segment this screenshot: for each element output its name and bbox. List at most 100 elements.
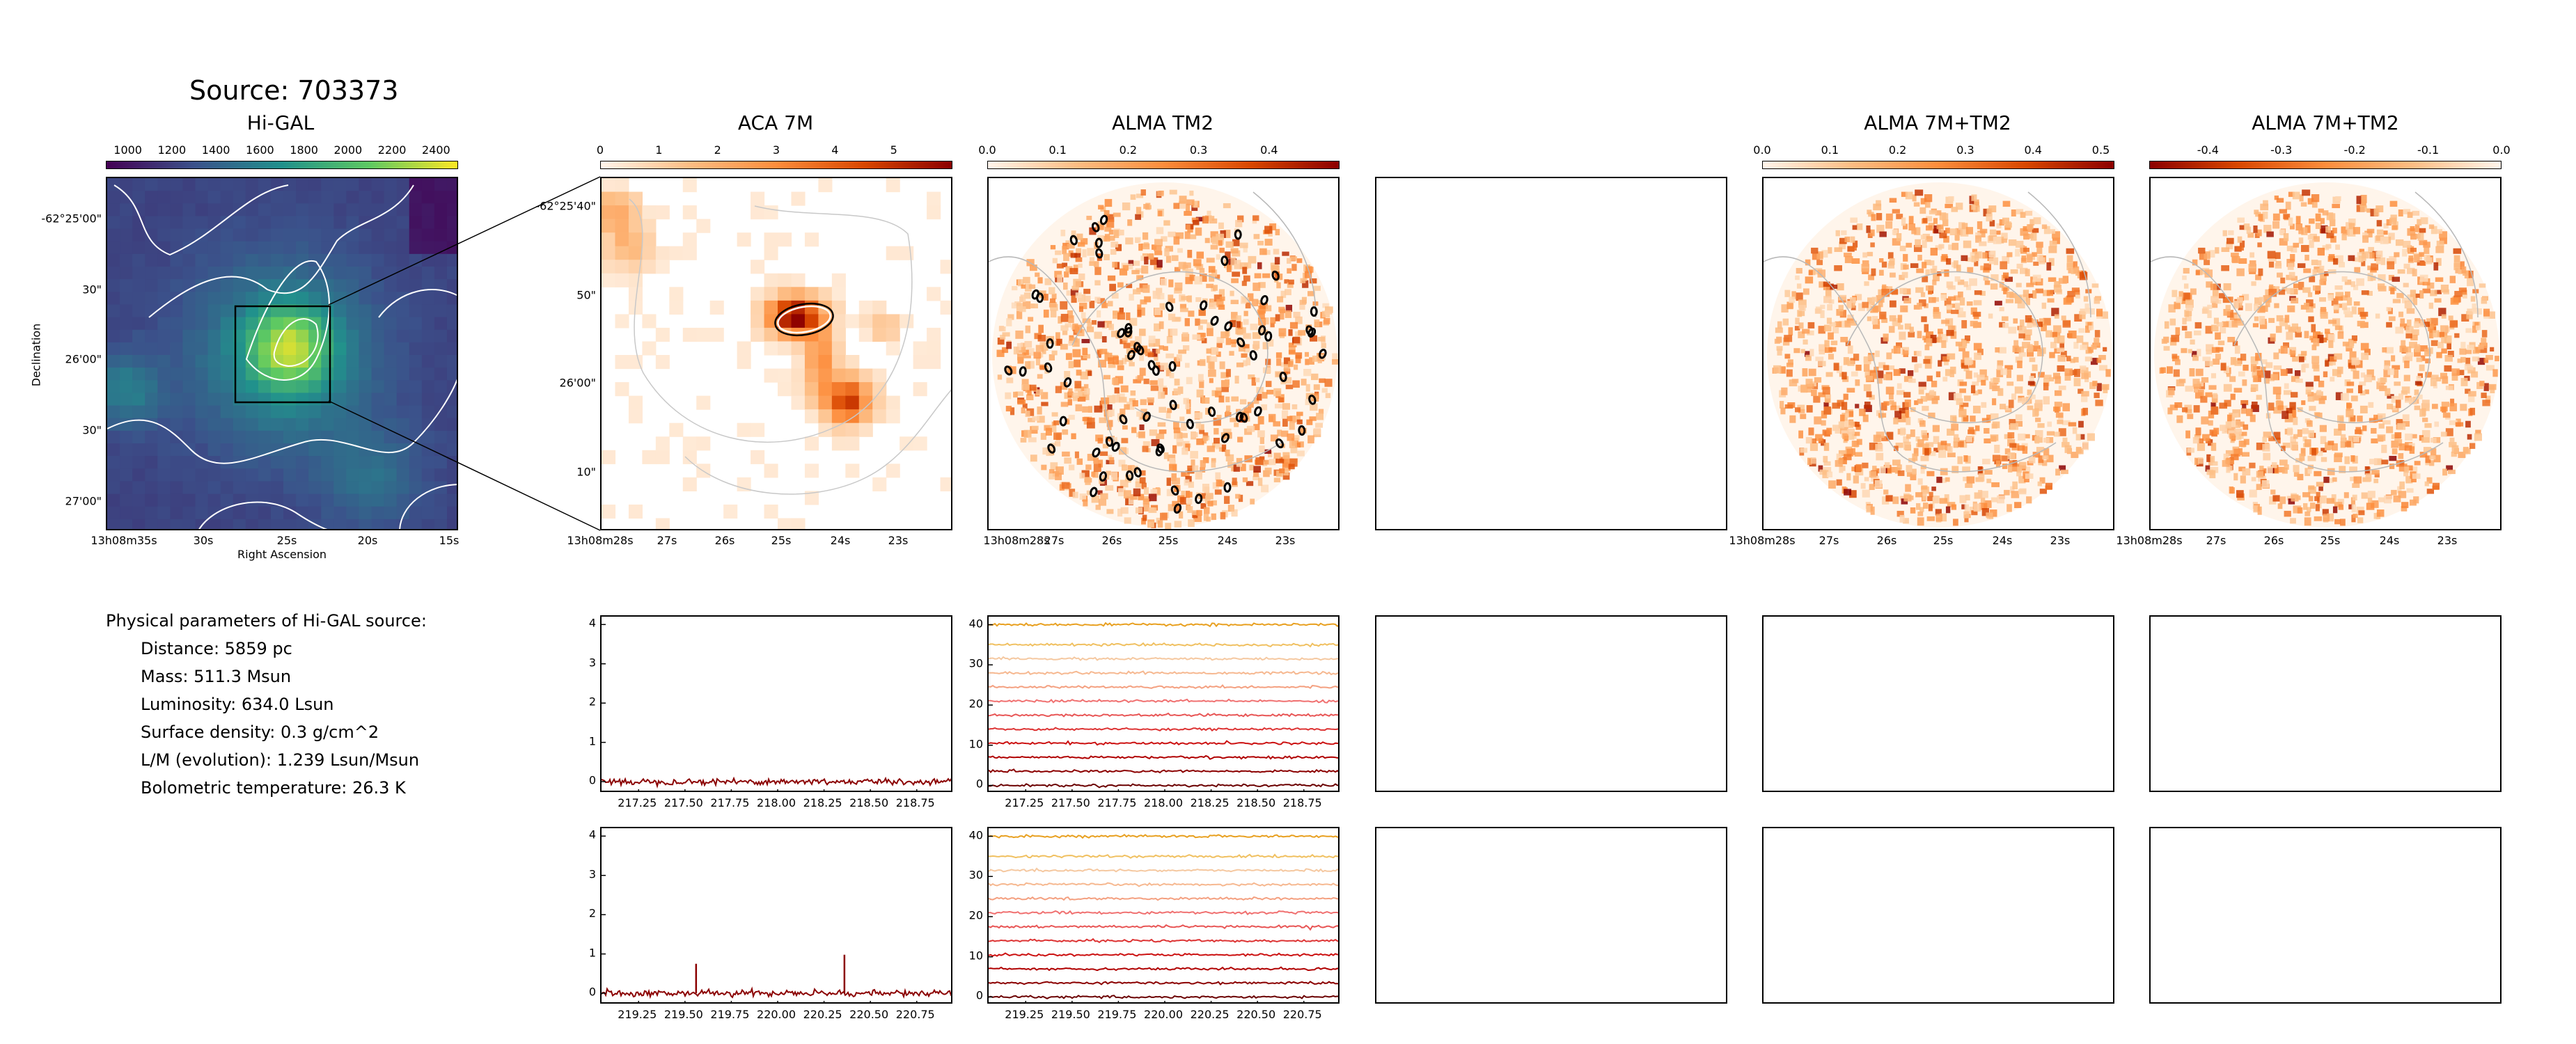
combo-pos-noise [1941, 254, 1948, 260]
combo-neg-noise [2258, 214, 2263, 221]
higal-pixel [346, 191, 360, 204]
combo-pos-noise [2034, 429, 2043, 438]
higal-pixel [283, 216, 297, 230]
higal-pixel [270, 191, 284, 204]
combo-neg-noise [2326, 498, 2335, 504]
combo-neg-noise [2291, 323, 2299, 330]
combo-neg-noise [2251, 477, 2256, 482]
combo-pos-noise [1926, 470, 1935, 477]
aca7m-pixel [818, 287, 833, 301]
combo-pos-noise [1878, 370, 1884, 379]
spec-tm2-2-svg [989, 834, 1338, 1002]
higal-pixel [182, 380, 196, 394]
combo-pos-noise [2043, 226, 2050, 235]
x-tick-higal: 13h08m35s [91, 534, 157, 547]
higal-pixel [308, 481, 322, 495]
aca7m-pixel [764, 368, 778, 383]
tm2-noise [1089, 261, 1096, 267]
tm2-noise [1035, 357, 1041, 365]
combo-neg-noise [2182, 317, 2187, 325]
higal-pixel [346, 367, 360, 381]
tm2-noise [1225, 241, 1234, 248]
tm2-noise [1184, 479, 1190, 486]
tm2-noise [1098, 498, 1107, 506]
combo-neg-noise [2184, 404, 2192, 412]
higal-pixel [132, 430, 146, 444]
higal-pixel [421, 506, 435, 520]
tm2-noise [1155, 349, 1161, 354]
combo-pos-noise [1885, 495, 1893, 502]
param-bolometric-temperature: Bolometric temperature: 26.3 K [141, 778, 406, 798]
higal-pixel [120, 292, 133, 306]
combo-neg-noise [2316, 451, 2323, 457]
tm2-noise [1296, 258, 1303, 263]
combo-neg-noise [2301, 364, 2306, 373]
tm2-noise [1309, 278, 1317, 284]
combo-neg-noise [2274, 303, 2279, 308]
tm2-noise [1169, 457, 1175, 466]
combo-pos-noise [1970, 416, 1976, 422]
higal-pixel [182, 468, 196, 482]
combo-neg-noise [2430, 340, 2438, 347]
combo-neg-noise [2299, 194, 2304, 202]
combo-pos-noise [1925, 442, 1934, 448]
higal-pixel [296, 292, 309, 306]
tm2-noise [1332, 353, 1338, 362]
combo-pos-noise [1947, 296, 1956, 301]
combo-pos-noise [2008, 400, 2014, 409]
tm2-noise [1154, 353, 1159, 361]
tm2-noise [1087, 322, 1092, 329]
combo-pos-noise [1938, 244, 1945, 249]
combo-pos-noise [1994, 445, 2000, 453]
combo-neg-noise [2471, 371, 2479, 378]
tm2-detection-ellipse [1133, 342, 1142, 353]
combo-neg-noise [2287, 263, 2294, 270]
higal-pixel [333, 329, 347, 343]
combo-pos-noise [1893, 417, 1899, 425]
combo-pos-noise [1798, 331, 1805, 338]
param-distance: Distance: 5859 pc [141, 639, 292, 658]
combo-pos-noise [1811, 247, 1819, 254]
higal-pixel [107, 342, 120, 356]
tm2-noise [1054, 271, 1062, 278]
combo-neg-noise [2430, 374, 2439, 379]
combo-pos-noise [1961, 363, 1969, 369]
combo-neg-noise [2357, 517, 2364, 523]
combo-pos-noise [1915, 189, 1924, 196]
combo-neg-noise [2205, 392, 2213, 397]
aca7m-pixel [831, 273, 846, 287]
aca7m-pixel [764, 205, 778, 220]
tm2-noise [1280, 311, 1285, 320]
higal-pixel [170, 178, 184, 191]
combo-pos-noise [2025, 269, 2030, 276]
tm2-noise [1324, 310, 1333, 315]
tm2-noise [1073, 278, 1081, 287]
tm2-noise [1296, 411, 1303, 416]
combo-pos-noise [2066, 263, 2073, 271]
higal-pixel [107, 506, 120, 520]
combo-neg-noise [2194, 331, 2201, 335]
colorbar-tick-tm2: 0.1 [1049, 143, 1067, 157]
tm2-noise [1125, 263, 1133, 269]
combo-pos-noise [1990, 274, 1999, 281]
combo-pos-noise [2054, 335, 2060, 343]
higal-pixel [107, 405, 120, 419]
tm2-noise [1209, 218, 1218, 224]
higal-pixel [359, 393, 372, 406]
combo-neg-noise [2369, 459, 2378, 465]
combo-neg-noise [2371, 470, 2380, 475]
combo-pos-noise [1825, 372, 1833, 377]
tm2-noise [1104, 254, 1110, 260]
higal-pixel [170, 241, 184, 255]
combo-pos-noise [1823, 324, 1832, 332]
combo-neg-noise [2171, 335, 2180, 342]
aca7m-pixel [913, 382, 927, 397]
combo-neg-noise [2422, 278, 2430, 286]
combo-pos-noise [1922, 218, 1928, 223]
combo-pos-noise [1863, 384, 1871, 391]
higal-pixel [120, 191, 133, 204]
higal-pixel [182, 405, 196, 419]
tm2-noise [1051, 293, 1057, 299]
combo-pos-noise [1910, 263, 1919, 269]
combo-neg-noise [2353, 514, 2358, 519]
